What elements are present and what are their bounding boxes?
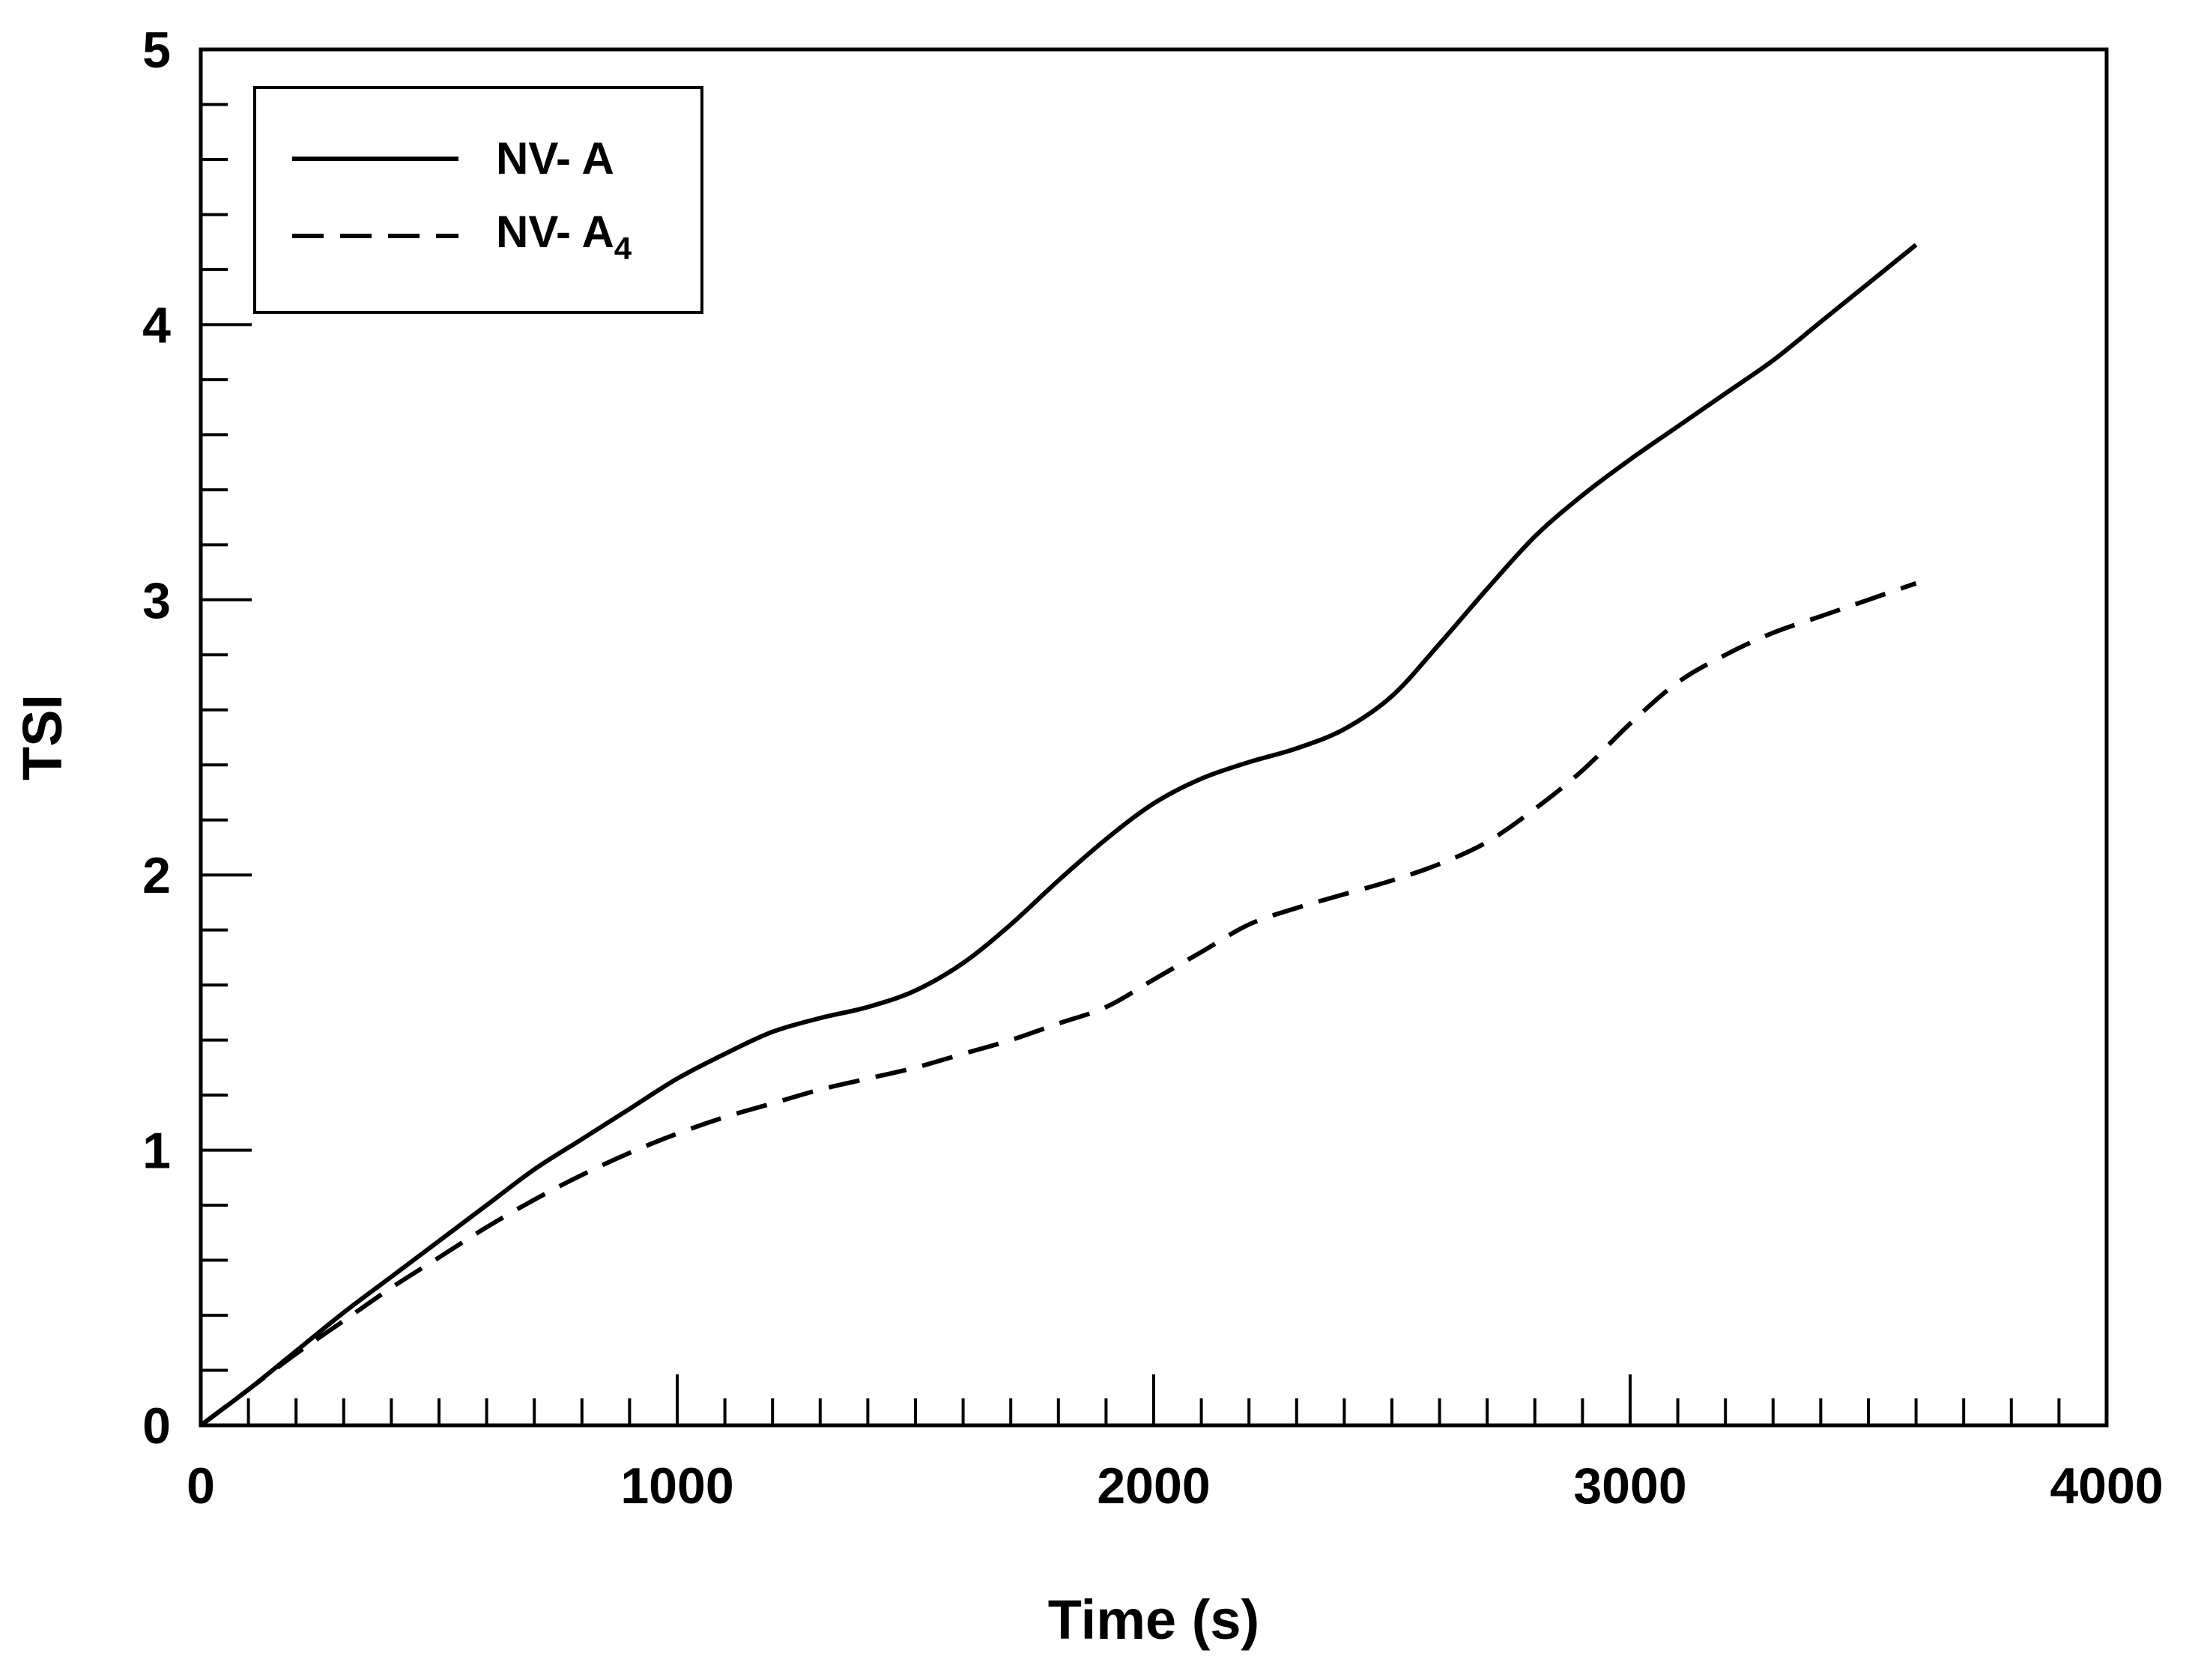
series-line-nv-a4 (199, 580, 1917, 1428)
legend-label-nv-a-main: NV- A (496, 133, 614, 184)
series-line-nv-a (199, 243, 1918, 1428)
y-tick-label: 0 (142, 1398, 171, 1455)
y-tick-label: 1 (142, 1123, 171, 1180)
y-tick-label: 3 (142, 572, 171, 629)
x-tick-label: 1000 (620, 1458, 733, 1514)
plot-frame (199, 47, 2109, 1428)
series-layer (199, 243, 1918, 1428)
tick-labels: 0 1000 2000 3000 4000 0 1 2 3 4 5 (142, 22, 2163, 1514)
x-tick-label: 4000 (2050, 1458, 2163, 1514)
legend-box (253, 86, 703, 314)
x-tick-label: 3000 (1573, 1458, 1686, 1514)
legend-label-nv-a4: NV- A4 (496, 207, 632, 266)
y-tick-label: 2 (142, 847, 171, 904)
legend: NV- A NV- A4 (253, 86, 703, 314)
x-tick-label: 2000 (1097, 1458, 1210, 1514)
y-tick-label: 5 (142, 22, 171, 79)
x-axis-title: Time (s) (1048, 1589, 1259, 1651)
y-tick-label: 4 (142, 297, 171, 354)
ticks (199, 48, 2108, 1427)
legend-label-nv-a: NV- A (496, 133, 614, 184)
x-tick-label: 0 (187, 1458, 215, 1514)
y-axis-title: TSI (11, 694, 73, 780)
legend-label-nv-a4-subscript: 4 (614, 231, 632, 266)
legend-label-nv-a4-main: NV- A (496, 207, 614, 257)
